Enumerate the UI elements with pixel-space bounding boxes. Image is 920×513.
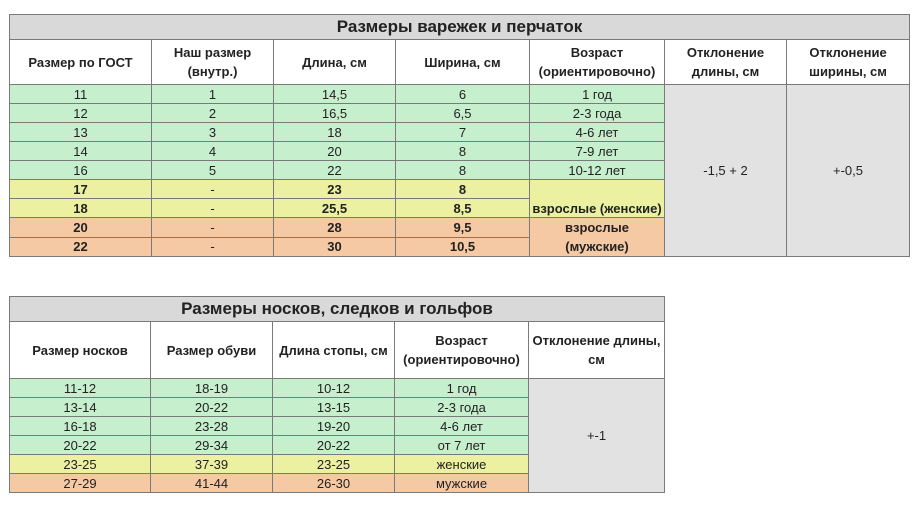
cell-length: 22 [273,160,396,180]
cell-our-size: 5 [151,160,274,180]
cell-length: 16,5 [273,103,396,123]
gloves-table-title: Размеры варежек и перчаток [8,14,911,40]
cell-sock-size: 13-14 [9,397,151,417]
header-age: Возраст (ориентировочно) [529,39,665,85]
cell-age: 1 год [529,84,665,104]
cell-length: 25,5 [273,198,396,218]
cell-shoe-size: 29-34 [150,435,273,455]
cell-foot-length: 19-20 [272,416,395,436]
cell-age: 4-6 лет [394,416,529,436]
cell-shoe-size: 41-44 [150,473,273,493]
header-length-tolerance: Отклонение длины, см [664,39,787,85]
cell-gost: 12 [9,103,152,123]
cell-width: 8 [395,179,530,199]
cell-width: 6,5 [395,103,530,123]
table-row: 16 5 22 8 10-12 лет [9,160,910,180]
table-row: 16-18 23-28 19-20 4-6 лет [9,416,665,436]
cell-age-women: взрослые (женские) [529,179,665,218]
header-width-tolerance: Отклонение ширины, см [785,39,911,85]
cell-gost: 17 [9,179,152,199]
width-tolerance-cell: +-0,5 [785,84,911,257]
table-row: 22 - 30 10,5 [9,236,910,257]
gloves-size-table: Размеры варежек и перчаток Размер по ГОС… [8,14,911,257]
cell-foot-length: 10-12 [272,378,395,398]
cell-our-size: - [151,236,274,257]
cell-age-men: взрослые (мужские) [529,217,665,257]
table-row: 23-25 37-39 23-25 женские [9,454,665,474]
cell-length: 30 [273,236,396,257]
cell-age: мужские [394,473,529,493]
cell-gost: 22 [9,236,152,257]
table-row: 17 - 23 8 взрослые (женские) [9,179,910,218]
cell-foot-length: 20-22 [272,435,395,455]
header-age: Возраст (ориентировочно) [394,321,529,379]
cell-our-size: 2 [151,103,274,123]
table-row: 20-22 29-34 20-22 от 7 лет [9,435,665,455]
table-row: 27-29 41-44 26-30 мужские [9,473,665,493]
cell-length: 14,5 [273,84,396,104]
socks-size-table: Размеры носков, следков и гольфов Размер… [8,296,666,493]
cell-sock-size: 11-12 [9,378,151,398]
cell-gost: 18 [9,198,152,218]
table-row: 14 4 20 8 7-9 лет [9,141,910,161]
cell-age: от 7 лет [394,435,529,455]
cell-sock-size: 16-18 [9,416,151,436]
cell-age: 7-9 лет [529,141,665,161]
cell-length: 20 [273,141,396,161]
cell-gost: 14 [9,141,152,161]
cell-our-size: 4 [151,141,274,161]
cell-sock-size: 20-22 [9,435,151,455]
cell-width: 6 [395,84,530,104]
cell-foot-length: 23-25 [272,454,395,474]
table-row: 11-12 18-19 10-12 1 год +-1 [9,378,666,493]
header-width: Ширина, см [395,39,530,85]
cell-gost: 13 [9,122,152,142]
cell-foot-length: 13-15 [272,397,395,417]
cell-shoe-size: 37-39 [150,454,273,474]
cell-age: женские [394,454,529,474]
header-length: Длина, см [273,39,396,85]
cell-age: 2-3 года [529,103,665,123]
cell-width: 8,5 [395,198,530,218]
cell-our-size: - [151,198,274,218]
socks-table-title: Размеры носков, следков и гольфов [8,296,666,322]
cell-shoe-size: 20-22 [150,397,273,417]
length-tolerance-cell: -1,5 + 2 [664,84,787,257]
cell-our-size: - [151,217,274,238]
cell-sock-size: 27-29 [9,473,151,493]
table-row: 20 - 28 9,5 взрослые (мужские) [9,217,910,257]
cell-width: 8 [395,141,530,161]
cell-gost: 20 [9,217,152,238]
header-our-size: Наш размер (внутр.) [151,39,274,85]
cell-length: 23 [273,179,396,199]
cell-width: 7 [395,122,530,142]
header-foot-length: Длина стопы, см [272,321,395,379]
header-gost-size: Размер по ГОСТ [9,39,152,85]
cell-gost: 16 [9,160,152,180]
table-row: 18 - 25,5 8,5 [9,198,910,218]
cell-length: 18 [273,122,396,142]
cell-foot-length: 26-30 [272,473,395,493]
cell-age: 1 год [394,378,529,398]
cell-our-size: - [151,179,274,199]
cell-gost: 11 [9,84,152,104]
header-sock-size: Размер носков [9,321,151,379]
cell-width: 8 [395,160,530,180]
cell-age: 4-6 лет [529,122,665,142]
cell-sock-size: 23-25 [9,454,151,474]
socks-length-tolerance-cell: +-1 [527,378,666,493]
header-length-tolerance: Отклонение длины, см [527,321,666,379]
cell-our-size: 3 [151,122,274,142]
cell-our-size: 1 [151,84,274,104]
cell-width: 10,5 [395,236,530,257]
cell-shoe-size: 18-19 [150,378,273,398]
cell-length: 28 [273,217,396,238]
cell-width: 9,5 [395,217,530,238]
cell-shoe-size: 23-28 [150,416,273,436]
header-shoe-size: Размер обуви [150,321,273,379]
table-row: 11 1 14,5 6 1 год -1,5 + 2 +-0,5 [9,84,911,257]
cell-age: 2-3 года [394,397,529,417]
cell-age: 10-12 лет [529,160,665,180]
